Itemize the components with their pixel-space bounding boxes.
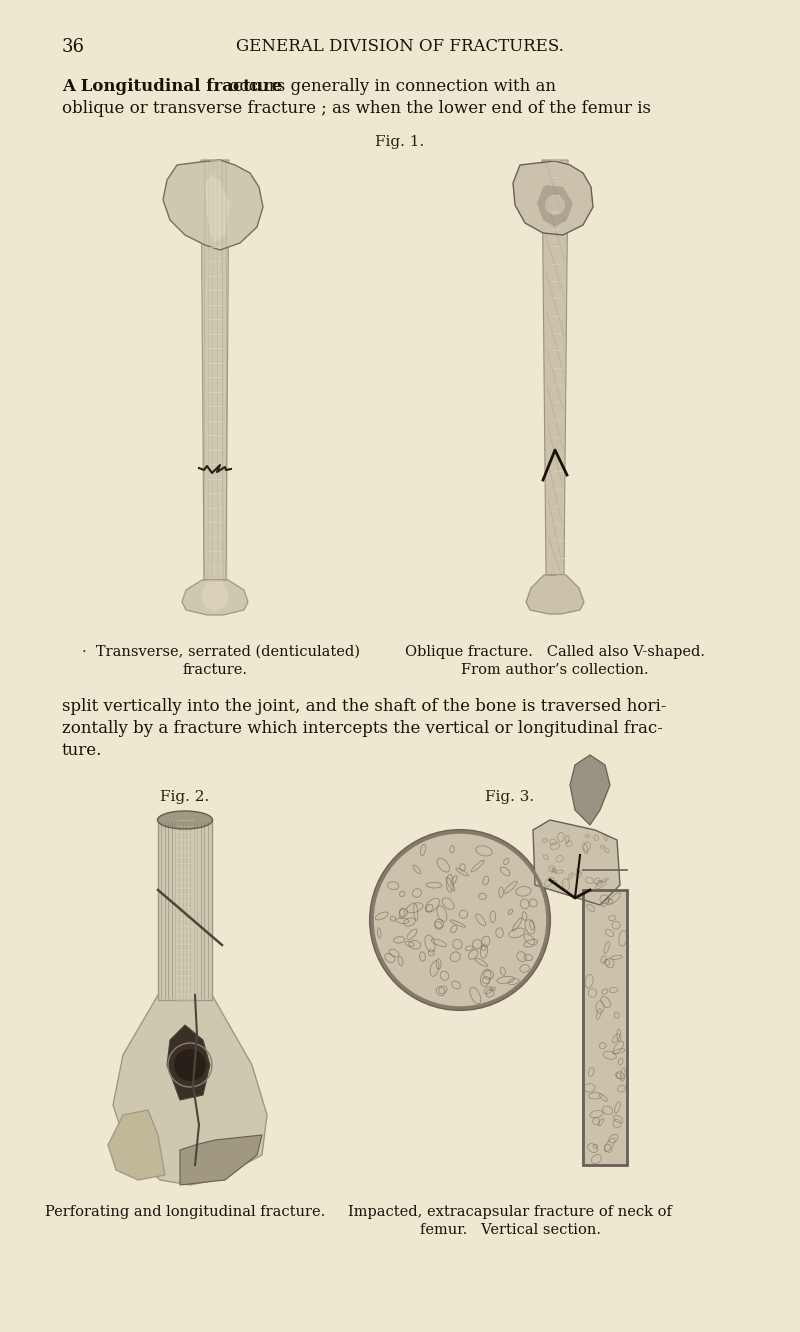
Ellipse shape bbox=[158, 811, 213, 829]
Text: Fig. 2.: Fig. 2. bbox=[160, 790, 210, 805]
Polygon shape bbox=[570, 755, 610, 825]
Polygon shape bbox=[201, 582, 229, 611]
Polygon shape bbox=[583, 890, 627, 1166]
Polygon shape bbox=[158, 821, 212, 1000]
Polygon shape bbox=[167, 1026, 210, 1100]
Text: Fig. 1.: Fig. 1. bbox=[375, 135, 425, 149]
Text: 36: 36 bbox=[62, 39, 85, 56]
Polygon shape bbox=[513, 161, 593, 234]
Text: Perforating and longitudinal fracture.: Perforating and longitudinal fracture. bbox=[45, 1205, 325, 1219]
Text: femur.   Vertical section.: femur. Vertical section. bbox=[419, 1223, 601, 1237]
Polygon shape bbox=[533, 821, 620, 904]
Text: split vertically into the joint, and the shaft of the bone is traversed hori-: split vertically into the joint, and the… bbox=[62, 698, 666, 715]
Text: zontally by a fracture which intercepts the vertical or longitudinal frac-: zontally by a fracture which intercepts … bbox=[62, 721, 663, 737]
Text: ·  Transverse, serrated (denticulated): · Transverse, serrated (denticulated) bbox=[82, 645, 360, 659]
Polygon shape bbox=[113, 995, 267, 1185]
Text: Fig. 3.: Fig. 3. bbox=[486, 790, 534, 805]
Polygon shape bbox=[108, 1110, 165, 1180]
Circle shape bbox=[370, 830, 550, 1010]
Circle shape bbox=[545, 194, 565, 214]
Text: Impacted, extracapsular fracture of neck of: Impacted, extracapsular fracture of neck… bbox=[348, 1205, 672, 1219]
Polygon shape bbox=[542, 160, 568, 575]
Text: From author’s collection.: From author’s collection. bbox=[461, 663, 649, 677]
Polygon shape bbox=[201, 160, 229, 579]
Polygon shape bbox=[180, 1135, 262, 1185]
Text: occurs generally in connection with an: occurs generally in connection with an bbox=[224, 79, 556, 95]
Polygon shape bbox=[205, 174, 230, 242]
Polygon shape bbox=[182, 579, 248, 615]
Text: GENERAL DIVISION OF FRACTURES.: GENERAL DIVISION OF FRACTURES. bbox=[236, 39, 564, 55]
Text: Oblique fracture.   Called also V-shaped.: Oblique fracture. Called also V-shaped. bbox=[405, 645, 705, 659]
Polygon shape bbox=[526, 575, 584, 614]
Polygon shape bbox=[163, 160, 263, 250]
Text: ture.: ture. bbox=[62, 742, 102, 759]
Text: oblique or transverse fracture ; as when the lower end of the femur is: oblique or transverse fracture ; as when… bbox=[62, 100, 651, 117]
Text: fracture.: fracture. bbox=[182, 663, 247, 677]
Polygon shape bbox=[537, 185, 573, 226]
Text: A Longitudinal fracture: A Longitudinal fracture bbox=[62, 79, 282, 95]
Circle shape bbox=[174, 1050, 206, 1082]
